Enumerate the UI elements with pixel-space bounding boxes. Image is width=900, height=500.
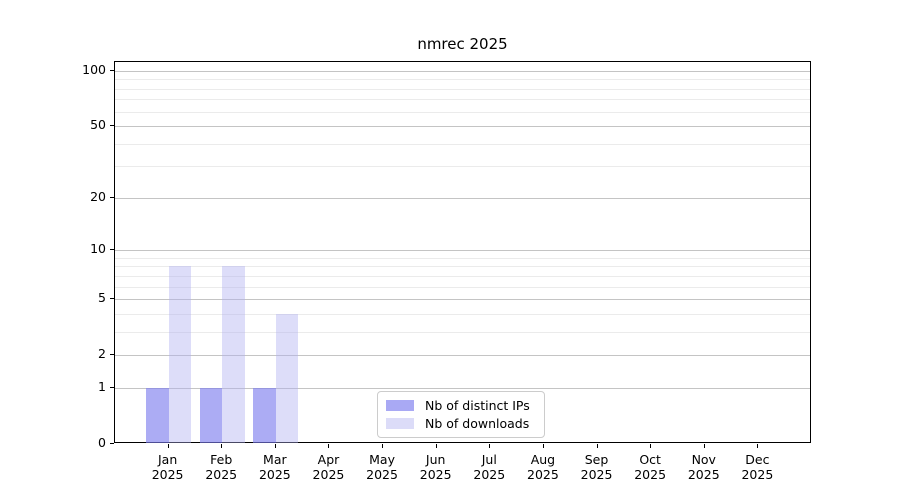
y-axis-tick-label: 2 (98, 346, 106, 362)
y-axis-tick-label: 0 (98, 435, 106, 450)
x-axis-tick-label: Aug 2025 (511, 452, 575, 482)
x-tick-month: Mar (263, 452, 287, 467)
x-tick-year: 2025 (473, 467, 506, 482)
x-tick-month: Apr (317, 452, 340, 467)
legend-swatch-distinct-ips (386, 400, 414, 411)
y-gridline-major (115, 71, 810, 72)
bar-downloads-feb (222, 266, 245, 443)
x-tick-year: 2025 (205, 467, 238, 482)
x-tick-year: 2025 (741, 467, 774, 482)
y-axis-tick-label: 10 (90, 241, 106, 257)
y-tick-mark (110, 196, 114, 198)
bar-downloads-jan (168, 266, 192, 443)
y-gridline-minor (115, 79, 810, 81)
y-gridline-major (115, 387, 810, 389)
y-axis-tick-label: 100 (82, 62, 106, 77)
y-tick-mark (110, 125, 114, 127)
x-tick-mark (328, 444, 330, 448)
x-tick-month: Sep (584, 452, 609, 467)
y-gridline-minor (115, 286, 810, 288)
y-axis-tick-label: 50 (90, 117, 106, 133)
x-tick-mark (703, 444, 705, 448)
x-tick-month: May (369, 452, 395, 467)
legend-swatch-downloads (386, 418, 414, 429)
x-tick-month: Jun (425, 452, 446, 467)
legend-label-distinct-ips: Nb of distinct IPs (425, 398, 530, 413)
bar-distinct-ips-feb (199, 387, 223, 443)
x-tick-month: Aug (530, 452, 556, 467)
x-axis-tick-label: May 2025 (350, 452, 414, 482)
x-tick-month: Jul (481, 452, 497, 467)
x-tick-mark (757, 444, 759, 448)
y-axis-tick-label: 5 (98, 290, 106, 306)
x-tick-month: Jan (157, 452, 178, 467)
y-tick-mark (110, 354, 114, 356)
x-axis-tick-label: Jul 2025 (457, 452, 521, 482)
legend-item-downloads: Nb of downloads (386, 417, 544, 430)
y-axis-tick-label: 1 (98, 378, 106, 394)
bar-downloads-mar (275, 313, 299, 443)
y-gridline-major (115, 126, 810, 128)
y-tick-mark (110, 386, 114, 388)
legend-label-downloads: Nb of downloads (425, 416, 530, 431)
x-tick-year: 2025 (419, 467, 452, 482)
y-tick-mark (110, 443, 114, 444)
y-axis-tick-label: 20 (90, 188, 106, 204)
x-tick-year: 2025 (687, 467, 720, 482)
x-tick-year: 2025 (634, 467, 667, 482)
x-axis-tick-label: Jun 2025 (404, 452, 468, 482)
y-gridline-minor (115, 99, 810, 101)
x-tick-month: Dec (745, 452, 770, 467)
x-axis-tick-label: Mar 2025 (243, 452, 307, 482)
y-gridline-major (115, 250, 810, 252)
chart-title: nmrec 2025 (417, 35, 508, 53)
y-tick-mark (110, 298, 114, 300)
legend: Nb of distinct IPs Nb of downloads (377, 391, 545, 438)
bar-distinct-ips-mar (253, 387, 276, 443)
x-tick-mark (435, 444, 437, 448)
y-gridline-minor (115, 266, 810, 268)
y-gridline-minor (115, 313, 810, 315)
x-axis-tick-label: Oct 2025 (618, 452, 682, 482)
bar-distinct-ips-jan (146, 387, 169, 443)
y-gridline-minor (115, 275, 810, 277)
x-tick-mark (489, 444, 491, 448)
x-tick-year: 2025 (258, 467, 291, 482)
x-tick-mark (650, 444, 652, 448)
y-tick-mark (110, 70, 114, 71)
x-tick-mark (382, 444, 384, 448)
y-gridline-major (115, 355, 810, 357)
plot-area (114, 61, 811, 443)
x-tick-mark (274, 444, 276, 448)
y-gridline-major (115, 299, 810, 301)
x-tick-year: 2025 (527, 467, 559, 482)
y-gridline-minor (115, 257, 810, 259)
x-tick-month: Feb (210, 452, 233, 467)
x-tick-year: 2025 (366, 467, 398, 482)
x-tick-month: Oct (639, 452, 661, 467)
x-axis-tick-label: Feb 2025 (189, 452, 253, 482)
y-gridline-minor (115, 111, 810, 113)
x-axis-tick-label: Dec 2025 (725, 452, 789, 482)
y-tick-mark (110, 249, 114, 251)
x-tick-mark (542, 444, 544, 448)
x-axis-tick-label: Apr 2025 (296, 452, 360, 482)
y-gridline-minor (115, 143, 810, 145)
y-gridline-minor (115, 166, 810, 168)
x-axis-tick-label: Nov 2025 (672, 452, 736, 482)
x-tick-month: Nov (691, 452, 716, 467)
y-gridline-minor (115, 88, 810, 90)
y-gridline-minor (115, 331, 810, 333)
x-tick-mark (221, 444, 223, 448)
legend-item-distinct-ips: Nb of distinct IPs (386, 399, 544, 412)
x-tick-year: 2025 (151, 467, 184, 482)
x-axis-tick-label: Jan 2025 (136, 452, 200, 482)
x-tick-mark (167, 444, 169, 448)
y-gridline-major (115, 197, 810, 199)
x-tick-year: 2025 (580, 467, 613, 482)
x-tick-mark (596, 444, 598, 448)
x-axis-tick-label: Sep 2025 (565, 452, 629, 482)
x-tick-year: 2025 (312, 467, 345, 482)
